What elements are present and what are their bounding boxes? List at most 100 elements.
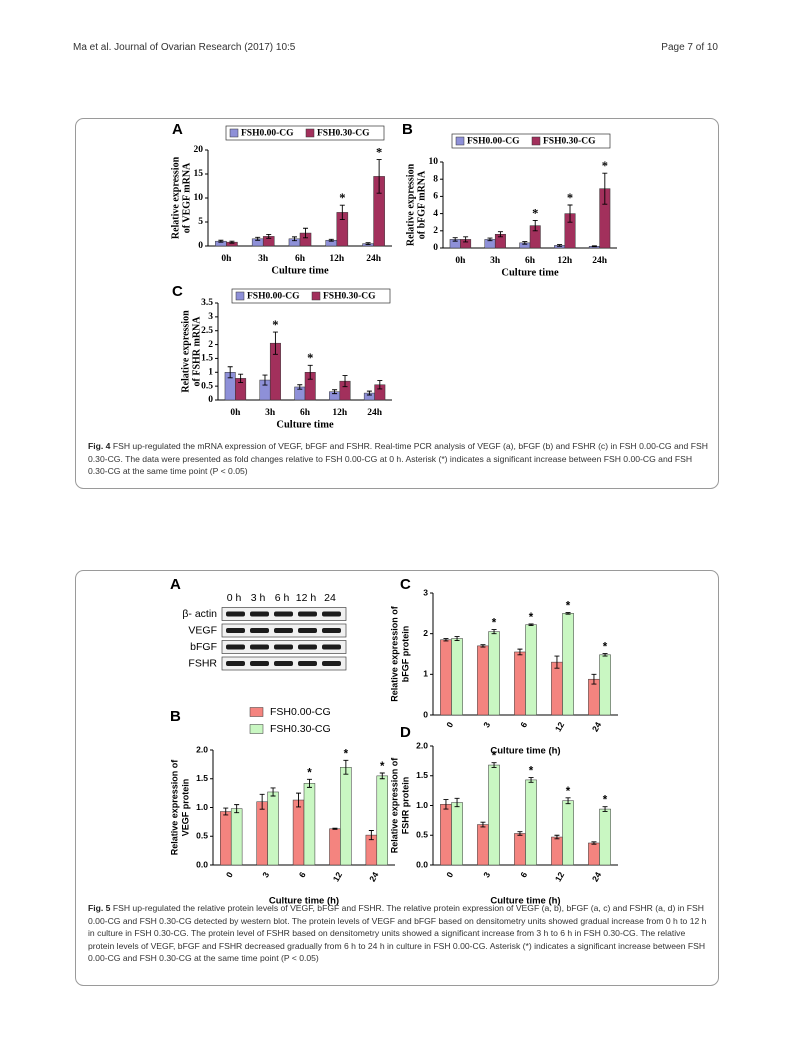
error-bar: [591, 841, 597, 845]
blot-band: [250, 644, 269, 650]
bar: [477, 824, 489, 866]
error-bar: [272, 331, 278, 355]
legend-swatch: [311, 291, 321, 301]
error-bar: [528, 777, 534, 783]
bar: [551, 836, 563, 866]
x-tick-label: 24h: [366, 254, 382, 264]
caption-label: Fig. 4: [88, 441, 111, 451]
bar: [599, 808, 611, 866]
legend-frame: [231, 288, 391, 304]
bar: [329, 828, 341, 866]
bar: [256, 801, 268, 866]
x-tick-label: 6h: [525, 256, 536, 266]
error-bar: [377, 380, 383, 390]
bar: [451, 638, 463, 716]
caption: Fig. 4 FSH up-regulated the mRNA express…: [88, 440, 708, 478]
y-tick-label: 1.5: [196, 773, 208, 783]
error-bar: [454, 797, 460, 808]
y-tick-label: 2.0: [196, 744, 208, 754]
y-tick-label: 1: [423, 669, 428, 679]
error-bar: [238, 373, 244, 383]
y-tick-label: 2: [433, 226, 438, 236]
legend-frame: [451, 133, 611, 149]
figure-frame: [75, 118, 719, 489]
y-tick-label: 0.0: [416, 859, 428, 869]
x-tick-label: 3: [260, 870, 271, 879]
y-axis-label: Relative expression of: [169, 759, 179, 856]
error-bar: [339, 204, 345, 221]
blot-band: [250, 661, 269, 666]
y-tick-label: 0: [198, 241, 203, 251]
significance-mark: *: [344, 748, 349, 760]
blot-band: [274, 661, 293, 666]
x-tick-label: 0h: [230, 408, 241, 418]
error-bar: [480, 644, 486, 648]
legend-label: FSH0.30-CG: [543, 137, 596, 147]
x-tick-label: 12: [331, 870, 345, 883]
panel-letter: B: [170, 708, 181, 725]
caption-label: Fig. 5: [88, 903, 111, 913]
error-bar: [303, 227, 309, 239]
x-tick-label: 3h: [490, 256, 501, 266]
x-tick-label: 12: [553, 870, 567, 883]
error-bar: [296, 792, 302, 808]
x-axis-label: Culture time: [271, 265, 329, 276]
significance-mark: *: [529, 612, 534, 624]
significance-mark: *: [532, 206, 538, 220]
error-bar: [343, 759, 349, 775]
bar: [303, 783, 316, 866]
legend-swatch: [249, 707, 264, 717]
x-axis-label: Culture time (h): [490, 896, 560, 907]
legend-swatch: [531, 136, 541, 146]
x-tick-label: 3h: [258, 254, 269, 264]
bar: [488, 764, 500, 866]
significance-mark: *: [339, 191, 345, 205]
y-tick-label: 6: [433, 192, 438, 202]
blot-band: [298, 611, 317, 617]
caption-text: FSH up-regulated the mRNA expression of …: [88, 441, 708, 477]
error-bar: [365, 242, 371, 246]
caption-text: FSH up-regulated the relative protein le…: [88, 903, 707, 964]
y-tick-label: 1.0: [416, 800, 428, 810]
bar: [477, 645, 489, 716]
bar: [451, 802, 463, 866]
figure-frame: [75, 570, 719, 986]
error-bar: [463, 236, 469, 243]
y-tick-label: 0.5: [201, 381, 213, 391]
significance-mark: *: [307, 351, 313, 365]
blot-band: [274, 611, 293, 617]
x-tick-label: 6: [518, 870, 529, 879]
bar: [376, 775, 388, 866]
y-tick-label: 1: [208, 367, 213, 377]
error-bar: [307, 364, 313, 380]
x-tick-label: 3h: [265, 408, 276, 418]
error-bar: [554, 834, 560, 840]
y-tick-label: 2: [423, 628, 428, 638]
bar: [440, 639, 452, 716]
y-axis-label: of VEGF mRNA: [181, 162, 192, 233]
x-tick-label: 24: [590, 870, 604, 883]
x-tick-label: 12: [553, 720, 567, 733]
x-tick-label: 6: [297, 870, 308, 879]
bar: [514, 833, 526, 866]
x-tick-label: 12h: [557, 256, 573, 266]
bar: [525, 624, 537, 716]
x-tick-label: 0: [444, 870, 455, 879]
error-bar: [234, 804, 240, 814]
error-bar: [497, 231, 503, 238]
y-tick-label: 2.5: [201, 326, 213, 336]
x-tick-label: 6h: [300, 408, 311, 418]
error-bar: [517, 648, 523, 656]
lane-label: 24: [324, 592, 336, 604]
bar: [562, 800, 574, 866]
y-tick-label: 1.5: [416, 770, 428, 780]
error-bar: [368, 830, 374, 841]
legend-label: FSH0.30-CG: [323, 292, 376, 302]
blot-band: [226, 661, 245, 666]
y-axis-label: of FSHR mRNA: [191, 316, 202, 387]
error-bar: [602, 653, 608, 657]
error-bar: [452, 237, 458, 242]
error-bar: [602, 172, 608, 205]
y-tick-label: 15: [194, 169, 204, 179]
